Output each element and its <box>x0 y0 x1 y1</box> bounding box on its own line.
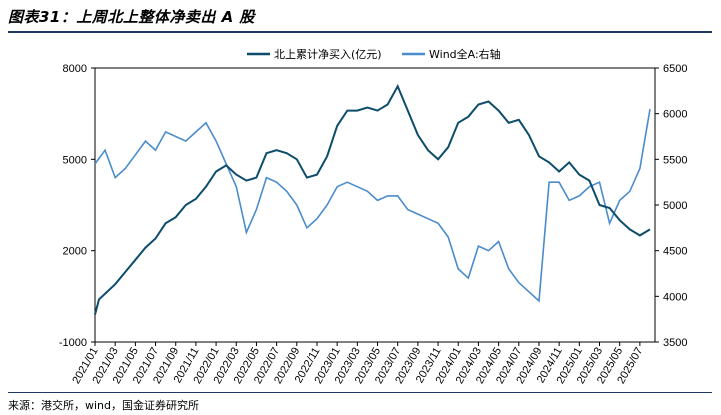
x-axis: 2021/012021/032021/052021/072021/092021/… <box>70 342 645 386</box>
line-chart: 8000 5000 2000 -1000 6500 6000 5500 5000 4500 40… <box>59 47 688 386</box>
legend: 北上累计净买入(亿元) Wind全A:右轴 <box>247 47 501 61</box>
left-y-tick-label: -1000 <box>59 337 87 349</box>
right-y-tick-label: 5000 <box>663 200 687 212</box>
footer-divider <box>8 392 712 393</box>
chart-title: 图表31：上周北上整体净卖出 A 股 <box>8 8 255 26</box>
right-y-tick-label: 6000 <box>663 109 687 121</box>
right-y-tick-label: 3500 <box>663 337 687 349</box>
left-y-tick-label: 2000 <box>63 246 87 258</box>
right-y-tick-label: 4500 <box>663 246 687 258</box>
right-y-tick-label: 6500 <box>663 63 687 75</box>
left-y-tick-label: 5000 <box>63 154 87 166</box>
title-divider <box>8 31 712 33</box>
series-line-wind-all-a <box>94 108 651 303</box>
right-y-tick-label: 5500 <box>663 154 687 166</box>
left-y-tick-label: 8000 <box>63 63 87 75</box>
left-y-axis: 8000 5000 2000 -1000 <box>59 63 95 349</box>
series-line-northbound-cumulative <box>94 84 651 315</box>
source-note: 来源：港交所，wind，国金证券研究所 <box>8 399 200 412</box>
right-y-axis: 6500 6000 5500 5000 4500 4000 3500 <box>655 63 687 349</box>
right-y-tick-label: 4000 <box>663 291 687 303</box>
legend-label-wind-all-a: Wind全A:右轴 <box>429 47 501 61</box>
legend-label-northbound: 北上累计净买入(亿元) <box>274 47 382 61</box>
